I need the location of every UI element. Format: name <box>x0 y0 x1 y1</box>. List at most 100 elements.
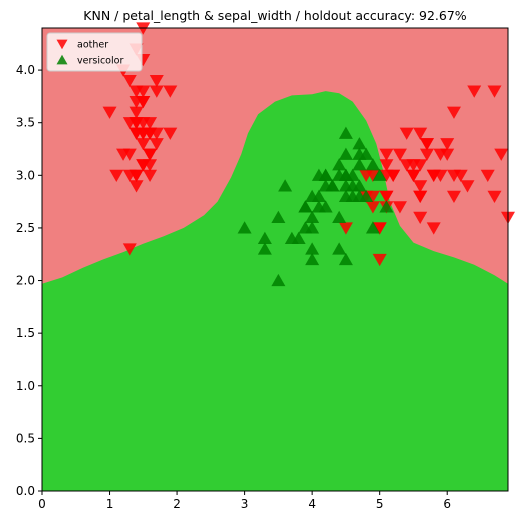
x-tick-label: 6 <box>443 497 451 511</box>
plot-frame <box>41 27 509 492</box>
point-versicolor <box>338 252 353 266</box>
point-versicolor <box>372 168 387 181</box>
point-aother <box>102 106 117 119</box>
point-versicolor <box>271 210 286 224</box>
point-versicolor <box>278 179 293 192</box>
point-versicolor <box>332 158 347 171</box>
y-tick-label: 3.0 <box>16 168 35 182</box>
point-aother <box>413 159 428 172</box>
point-aother <box>487 190 502 204</box>
legend-marker-versicolor <box>56 54 68 65</box>
point-aother <box>365 201 380 214</box>
point-versicolor <box>305 221 320 234</box>
point-aother <box>379 148 394 161</box>
point-aother <box>129 106 144 119</box>
x-tick-label: 1 <box>106 497 114 511</box>
point-versicolor <box>345 168 360 181</box>
point-versicolor <box>305 242 320 255</box>
point-aother <box>116 148 131 161</box>
chart-title: KNN / petal_length & sepal_width / holdo… <box>83 8 467 23</box>
x-tick-label: 0 <box>38 497 46 511</box>
point-aother <box>143 159 158 172</box>
point-aother <box>413 211 428 225</box>
y-axis: 0.0 0.5 1.0 1.5 2.0 2.5 3.0 3.5 4.0 <box>16 63 42 498</box>
point-aother <box>122 243 137 256</box>
point-versicolor <box>338 189 353 202</box>
legend-marker-aother <box>56 39 68 50</box>
point-aother <box>487 85 502 98</box>
point-versicolor <box>352 179 367 192</box>
x-tick-label: 4 <box>308 497 316 511</box>
y-tick-label: 0.0 <box>16 484 35 498</box>
legend-label-versicolor: versicolor <box>77 56 123 67</box>
point-aother <box>406 169 421 182</box>
point-aother <box>359 169 374 182</box>
point-versicolor <box>284 231 299 245</box>
point-aother <box>399 127 414 140</box>
x-axis: 0 1 2 3 4 5 6 <box>38 491 451 511</box>
point-aother <box>129 96 144 109</box>
x-tick-label: 2 <box>173 497 181 511</box>
legend: aother versicolor <box>46 32 143 72</box>
point-aother <box>419 148 434 161</box>
point-aother <box>446 106 461 119</box>
point-versicolor <box>365 221 380 234</box>
point-aother <box>413 190 428 204</box>
point-aother <box>467 85 482 98</box>
point-aother <box>109 169 124 182</box>
point-aother <box>426 169 441 182</box>
point-aother <box>392 201 407 214</box>
point-aother <box>379 169 394 182</box>
point-versicolor <box>365 158 380 171</box>
point-aother <box>149 85 164 98</box>
point-aother <box>149 75 164 88</box>
point-aother <box>446 190 461 204</box>
point-versicolor <box>305 252 320 266</box>
point-aother <box>460 180 475 193</box>
y-tick-label: 1.5 <box>16 326 35 340</box>
point-aother <box>392 148 407 161</box>
point-aother <box>163 127 178 140</box>
point-versicolor <box>298 200 313 213</box>
point-aother <box>426 222 441 235</box>
legend-label-aother: aother <box>77 40 108 51</box>
plot-area <box>41 22 515 492</box>
decision-region-versicolor <box>42 91 508 492</box>
point-aother <box>163 85 178 98</box>
point-aother <box>379 190 394 204</box>
point-aother <box>372 253 387 267</box>
y-tick-label: 2.5 <box>16 221 35 235</box>
point-aother <box>413 180 428 193</box>
point-aother <box>480 169 495 182</box>
x-tick-label: 3 <box>241 497 249 511</box>
legend-box <box>46 32 143 72</box>
point-versicolor <box>257 231 272 245</box>
point-aother <box>122 75 137 88</box>
point-aother <box>122 117 137 130</box>
point-aother <box>149 138 164 151</box>
x-tick-label: 5 <box>376 497 384 511</box>
y-tick-label: 1.0 <box>16 379 35 393</box>
point-versicolor <box>338 126 353 139</box>
point-aother <box>136 127 151 140</box>
point-aother <box>433 148 448 161</box>
point-aother <box>453 169 468 182</box>
point-aother <box>379 159 394 172</box>
point-versicolor <box>359 189 374 202</box>
point-aother <box>136 138 151 151</box>
point-versicolor <box>318 200 333 213</box>
point-aother <box>413 127 428 140</box>
point-aother <box>143 117 158 130</box>
point-aother <box>399 159 414 172</box>
point-versicolor <box>338 179 353 192</box>
point-versicolor <box>237 221 252 234</box>
point-versicolor <box>352 137 367 150</box>
y-tick-label: 0.5 <box>16 431 35 445</box>
point-versicolor <box>338 147 353 160</box>
scatter-points <box>102 22 515 287</box>
point-versicolor <box>271 273 286 287</box>
point-aother <box>143 148 158 161</box>
point-aother <box>419 138 434 151</box>
point-versicolor <box>257 242 272 255</box>
